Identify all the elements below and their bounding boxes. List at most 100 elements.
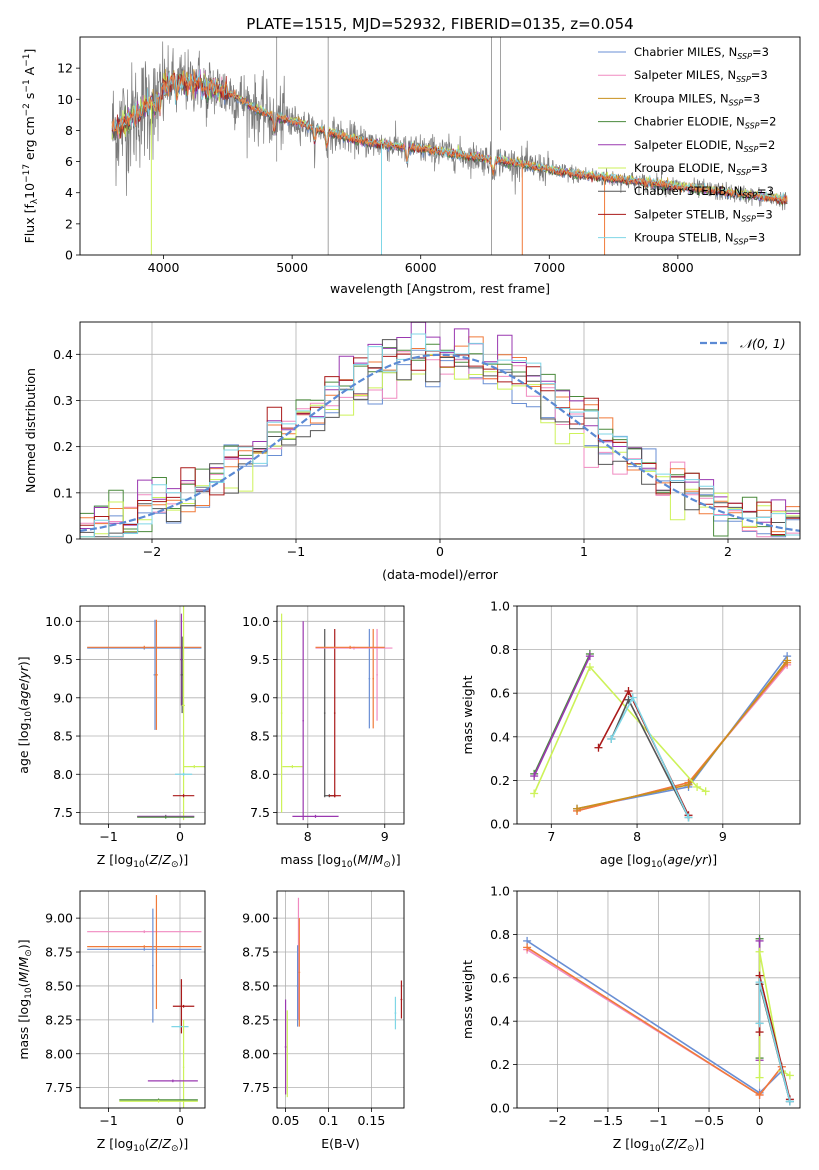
axes-frame [516, 605, 801, 825]
y-tick-label: 0.6 [490, 686, 510, 701]
x-tick-label: 9 [719, 829, 727, 844]
legend-sub: SSP [744, 145, 759, 154]
y-tick-label: 1.0 [490, 884, 510, 899]
x-axis-label-part: )] [178, 1136, 188, 1151]
y-axis-label-part: )] [16, 656, 31, 666]
x-axis-label-part: age [log [600, 852, 651, 867]
x-axis-label-part: ( [145, 1136, 150, 1151]
histogram-kroupa-stelib [80, 333, 800, 539]
y-axis-label-part: ( [16, 983, 31, 988]
y-tick-label: 8.5 [53, 729, 73, 744]
x-axis-label-part: ⊙ [171, 1144, 179, 1154]
y-axis-label-part: −1 [22, 79, 32, 92]
x-tick-label: 5000 [276, 260, 308, 275]
y-axis-label-part: age [16, 683, 31, 707]
y-axis-label: Flux [fλ10−17 erg cm−2 s−1 A−1] [22, 49, 40, 244]
y-tick-label: 7.75 [45, 1080, 73, 1095]
y-axis-label-part: ⊙ [24, 949, 34, 957]
y-tick-label: 10.0 [242, 614, 270, 629]
x-tick-label: 2 [724, 544, 732, 559]
figure-title: PLATE=1515, MJD=52932, FIBERID=0135, z=0… [246, 15, 633, 33]
axes-frame [79, 890, 206, 1109]
legend-n: =2 [758, 138, 775, 152]
y-tick-label: 0.0 [490, 817, 510, 832]
legend-n: =3 [757, 184, 774, 198]
y-tick-label: 0.8 [490, 642, 510, 657]
legend-entry: 𝒩(0, 1) [740, 336, 786, 351]
y-tick-label: 0.2 [490, 773, 510, 788]
y-axis-label-part: M [16, 972, 31, 983]
axes-frame [79, 36, 801, 256]
x-axis-label-part: (data-model)/error [382, 567, 499, 582]
y-tick-label: 1.0 [490, 599, 510, 614]
axes-residual-histogram: −2 −1 0 1 2 0 0.1 0.2 0.3 0.4 (data-model)/error No… [23, 321, 801, 582]
y-tick-label: 8.25 [45, 1012, 73, 1027]
legend-sub: SSP [737, 52, 752, 61]
axes-ebv-vs-mass: 0.05 0.1 0.15 7.75 8.00 8.25 8.50 8.75 9.00 E(B-V… [242, 890, 405, 1151]
y-axis-label-part: )] [16, 939, 31, 949]
x-tick-label: 8 [304, 829, 312, 844]
x-tick-label: 0 [756, 1113, 764, 1128]
x-tick-label: 4000 [148, 260, 180, 275]
x-axis-label-part: / [368, 852, 373, 867]
histogram-salpeter-stelib [80, 350, 800, 539]
model-spectrum [111, 69, 788, 204]
axes-z-vs-weight: −2 −1.5 −1 −0.5 0 0.0 0.2 0.4 0.6 0.8 1.0 Z [log10(… [460, 884, 801, 1154]
x-tick-label: 0 [176, 829, 184, 844]
x-tick-label: 0.05 [272, 1113, 300, 1128]
legend-sub: SSP [736, 75, 751, 84]
y-tick-label: 8.75 [45, 945, 73, 960]
x-axis-label-part: )] [178, 852, 188, 867]
plot-area [517, 891, 800, 1108]
y-tick-label: 8 [65, 123, 73, 138]
legend-name: Chabrier MILES, N [634, 45, 737, 59]
x-tick-label: −1 [99, 1113, 117, 1128]
x-tick-label: 8000 [662, 260, 694, 275]
y-axis-label-part: λ [30, 198, 40, 204]
y-tick-label: 6 [65, 154, 73, 169]
y-tick-label: 8.00 [242, 1046, 270, 1061]
legend-n: =3 [751, 161, 768, 175]
y-axis-label-part: −17 [22, 164, 32, 183]
plot-area [277, 606, 404, 824]
y-tick-label: 0 [65, 532, 73, 547]
y-tick-label: 8.0 [53, 767, 73, 782]
x-axis-label-part: ( [662, 852, 667, 867]
x-axis-label-part: 10 [341, 860, 353, 870]
legend-name: Salpeter MILES, N [634, 68, 736, 82]
y-tick-label: 9.00 [242, 911, 270, 926]
x-axis-label-part: ( [145, 852, 150, 867]
y-tick-label: 0.4 [490, 1014, 510, 1029]
x-axis-label-part: ( [661, 1136, 666, 1151]
x-tick-label: 7 [547, 829, 555, 844]
x-axis-label: (data-model)/error [382, 567, 499, 582]
y-tick-label: 8.75 [242, 945, 270, 960]
y-axis-label-part: 10 [24, 711, 34, 723]
x-tick-label: 1 [580, 544, 588, 559]
y-tick-label: 0.4 [53, 347, 73, 362]
x-axis-label-part: 10 [133, 860, 145, 870]
x-tick-label: −1.5 [593, 1113, 623, 1128]
x-axis-label-part: / [158, 1136, 163, 1151]
y-tick-label: 10 [57, 92, 73, 107]
legend-name: Chabrier STELIB, N [634, 184, 742, 198]
y-tick-label: 8.5 [250, 729, 270, 744]
y-axis-label-part: age [log [16, 722, 31, 773]
legend-n: =3 [756, 207, 773, 221]
x-tick-label: 0 [176, 1113, 184, 1128]
x-tick-label: 7000 [533, 260, 565, 275]
y-axis-label-part: mass weight [460, 960, 475, 1039]
y-axis-label-part: −1 [22, 54, 32, 67]
y-tick-label: 8.0 [250, 767, 270, 782]
x-axis-label-part: age [667, 852, 691, 867]
y-axis-label-part: erg cm [22, 116, 37, 164]
x-tick-label: 0.1 [319, 1113, 339, 1128]
legend-name: Kroupa MILES, N [634, 91, 729, 105]
x-axis-label: mass [log10(M/M⊙)] [280, 852, 400, 870]
y-tick-label: 7.5 [250, 805, 270, 820]
x-tick-label: 9 [381, 829, 389, 844]
x-axis-label-part: ( [353, 852, 358, 867]
x-axis-label-part: ⊙ [687, 1144, 695, 1154]
